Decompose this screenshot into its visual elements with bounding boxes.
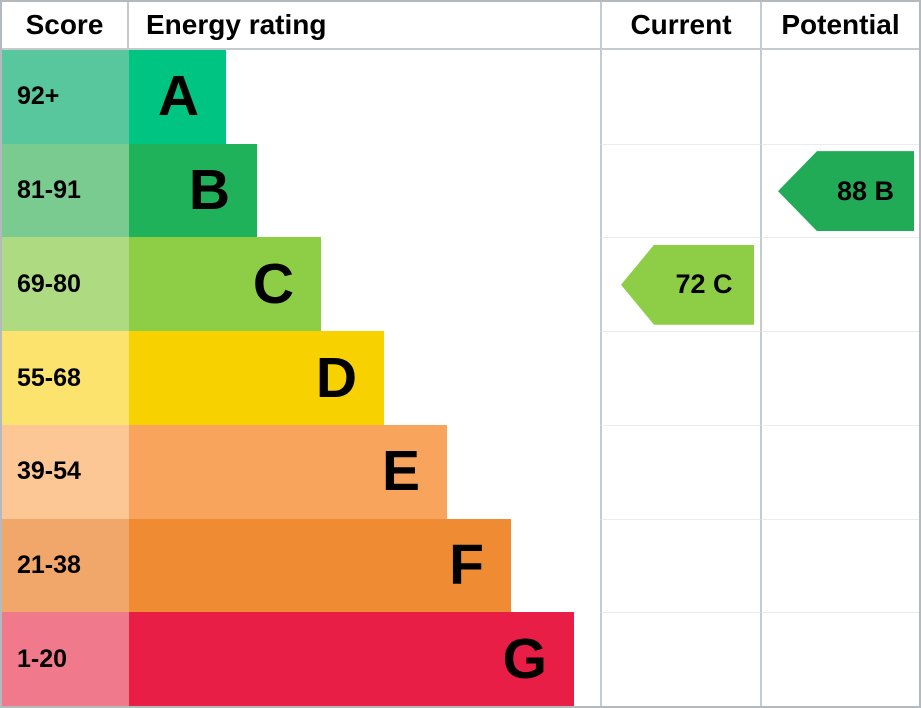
potential-cell-c	[760, 237, 919, 332]
potential-cell-b: 88 B	[760, 143, 919, 238]
band-bar-g: G	[129, 612, 574, 706]
band-bar-a: A	[129, 50, 226, 144]
band-row-d: 55-68 D	[2, 331, 919, 425]
band-bar-e: E	[129, 424, 447, 519]
score-range-d: 55-68	[2, 331, 129, 425]
score-range-c: 69-80	[2, 237, 129, 332]
current-cell-d	[600, 331, 760, 425]
potential-rating-arrow: 88 B	[778, 151, 914, 232]
potential-cell-d	[760, 331, 919, 425]
current-column-header: Current	[600, 2, 760, 48]
rating-cell-g: G	[129, 612, 600, 706]
band-letter-b: B	[188, 158, 230, 223]
score-range-f: 21-38	[2, 518, 129, 613]
rating-cell-a: A	[129, 50, 600, 144]
band-bar-f: F	[129, 518, 511, 613]
potential-cell-e	[760, 424, 919, 519]
rating-cell-d: D	[129, 331, 600, 425]
band-letter-c: C	[252, 251, 294, 316]
band-row-e: 39-54 E	[2, 424, 919, 519]
score-range-g: 1-20	[2, 612, 129, 706]
current-rating-arrow: 72 C	[621, 244, 754, 325]
potential-column-header: Potential	[760, 2, 919, 48]
energy-rating-column-header: Energy rating	[146, 9, 327, 40]
current-cell-f	[600, 518, 760, 613]
score-column-header: Score	[2, 2, 129, 48]
band-bar-b: B	[129, 143, 257, 238]
score-range-e: 39-54	[2, 424, 129, 519]
current-cell-e	[600, 424, 760, 519]
rating-cell-e: E	[129, 424, 600, 519]
band-letter-e: E	[381, 439, 420, 504]
band-row-c: 69-80 C 72 C	[2, 237, 919, 332]
current-cell-a	[600, 50, 760, 144]
potential-rating-value: 88 B	[836, 175, 895, 206]
band-bar-d: D	[129, 331, 384, 425]
band-letter-f: F	[449, 532, 484, 597]
band-letter-d: D	[315, 345, 357, 410]
rating-cell-c: C	[129, 237, 600, 332]
potential-cell-a	[760, 50, 919, 144]
rating-cell-f: F	[129, 518, 600, 613]
current-cell-b	[600, 143, 760, 238]
band-row-g: 1-20 G	[2, 612, 919, 706]
band-letter-g: G	[502, 626, 547, 691]
band-row-f: 21-38 F	[2, 518, 919, 613]
current-cell-c: 72 C	[600, 237, 760, 332]
band-rows: 92+ A 81-91 B 88 B	[2, 50, 919, 706]
current-rating-value: 72 C	[675, 269, 733, 300]
table-header: Score Energy rating Current Potential	[2, 2, 919, 50]
band-row-a: 92+ A	[2, 50, 919, 144]
score-range-b: 81-91	[2, 143, 129, 238]
band-bar-c: C	[129, 237, 321, 332]
potential-cell-f	[760, 518, 919, 613]
score-range-a: 92+	[2, 50, 129, 144]
current-cell-g	[600, 612, 760, 706]
potential-cell-g	[760, 612, 919, 706]
band-row-b: 81-91 B 88 B	[2, 143, 919, 238]
rating-cell-b: B	[129, 143, 600, 238]
band-letter-a: A	[157, 64, 199, 129]
